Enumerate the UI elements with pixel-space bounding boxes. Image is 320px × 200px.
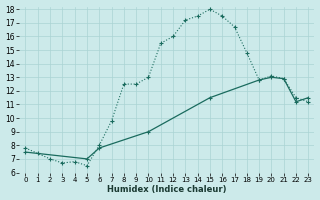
X-axis label: Humidex (Indice chaleur): Humidex (Indice chaleur): [107, 185, 227, 194]
